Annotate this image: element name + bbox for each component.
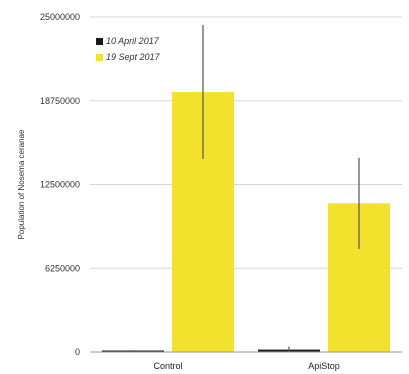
legend: 10 April 2017 19 Sept 2017 bbox=[96, 36, 161, 62]
legend-swatch bbox=[96, 38, 103, 45]
y-tick-label: 0 bbox=[75, 347, 80, 357]
x-axis-categories: Control ApiStop bbox=[153, 361, 339, 371]
y-tick-label: 12500000 bbox=[40, 180, 80, 190]
y-axis-ticks: 0 6250000 12500000 18750000 25000000 bbox=[40, 12, 80, 357]
legend-label: 19 Sept 2017 bbox=[106, 52, 161, 62]
y-tick-label: 6250000 bbox=[45, 263, 80, 273]
legend-label: 10 April 2017 bbox=[106, 36, 160, 46]
y-axis-title: Population of Nosema ceranae bbox=[17, 129, 26, 239]
legend-swatch bbox=[96, 54, 103, 61]
bars bbox=[102, 92, 390, 352]
x-category-label: ApiStop bbox=[308, 361, 340, 371]
y-tick-label: 25000000 bbox=[40, 12, 80, 22]
error-bars bbox=[132, 25, 360, 352]
x-category-label: Control bbox=[153, 361, 182, 371]
y-tick-label: 18750000 bbox=[40, 96, 80, 106]
